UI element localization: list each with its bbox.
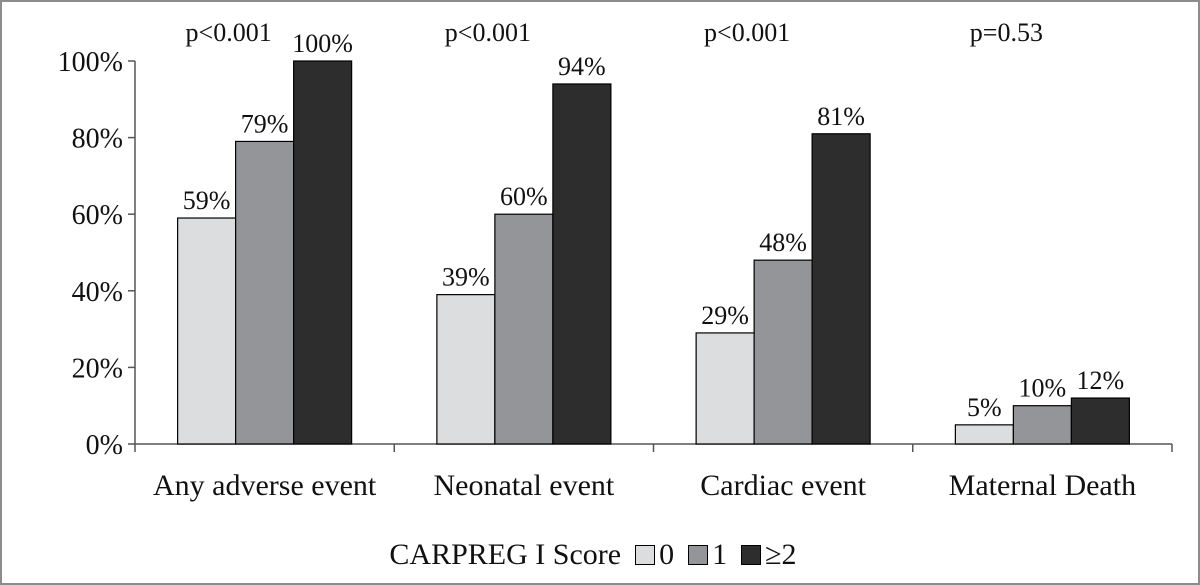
- x-category-label: Any adverse event: [153, 469, 377, 502]
- bar: [293, 60, 353, 445]
- bar: [1012, 405, 1072, 445]
- bar: [811, 133, 871, 445]
- data-label: 60%: [500, 182, 548, 211]
- p-value-label: p=0.53: [970, 18, 1043, 47]
- data-label: 10%: [1019, 374, 1067, 403]
- x-category-label: Neonatal event: [434, 469, 615, 502]
- data-label: 59%: [183, 186, 231, 215]
- legend: CARPREG I Score 0 1 ≥2: [0, 538, 1200, 572]
- p-value-label: p<0.001: [704, 18, 790, 47]
- legend-label-2: ≥2: [765, 538, 797, 571]
- y-tick-label: 80%: [72, 124, 123, 155]
- bar: [494, 213, 554, 445]
- legend-item-2: ≥2: [741, 538, 797, 572]
- data-label: 79%: [241, 109, 289, 138]
- y-tick-label: 20%: [72, 353, 123, 384]
- legend-swatch-0: [635, 545, 656, 565]
- legend-item-0: 0: [635, 538, 674, 572]
- legend-item-1: 1: [688, 538, 727, 572]
- p-value-label: p<0.001: [445, 18, 531, 47]
- bar: [1070, 397, 1130, 445]
- bar: [552, 83, 612, 445]
- legend-label-1: 1: [712, 538, 728, 571]
- p-value-label: p<0.001: [186, 18, 272, 47]
- y-tick-label: 0%: [86, 430, 123, 461]
- legend-swatch-1: [688, 545, 709, 565]
- data-label: 5%: [967, 393, 1002, 422]
- data-label: 39%: [442, 263, 490, 292]
- bar: [177, 217, 237, 445]
- legend-label-0: 0: [659, 538, 675, 571]
- data-label: 81%: [817, 102, 865, 131]
- data-label: 29%: [701, 301, 749, 330]
- bar: [235, 140, 295, 445]
- data-label: 94%: [558, 52, 606, 81]
- x-category-label: Cardiac event: [700, 469, 866, 502]
- y-tick-label: 60%: [72, 200, 123, 231]
- bar: [436, 294, 496, 445]
- y-tick-label: 100%: [58, 47, 123, 78]
- data-label: 48%: [759, 228, 807, 257]
- data-label: 100%: [292, 29, 353, 58]
- bar: [695, 332, 755, 445]
- legend-title: CARPREG I Score: [389, 538, 622, 571]
- bar: [753, 259, 813, 445]
- legend-swatch-2: [741, 545, 762, 565]
- data-label: 12%: [1077, 366, 1125, 395]
- bar-chart: 0% 20% 40% 60% 80% 100% 59% 79% 100% p<0.001 Any a…: [58, 18, 1173, 502]
- x-category-label: Maternal Death: [949, 469, 1136, 502]
- bar: [954, 424, 1014, 445]
- y-tick-label: 40%: [72, 277, 123, 308]
